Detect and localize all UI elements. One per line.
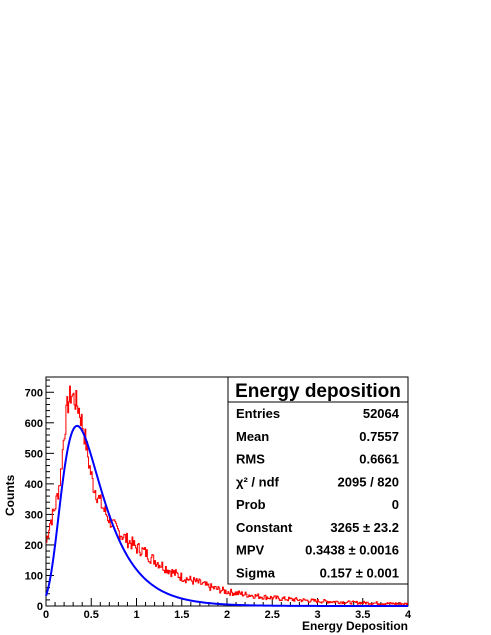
x-tick-label: 4	[405, 609, 412, 621]
stats-row-label: MPV	[236, 543, 265, 558]
histogram-series	[46, 385, 408, 606]
x-tick-label: 1.5	[174, 609, 189, 621]
y-tick-label: 100	[25, 570, 43, 582]
stats-row-label: Prob	[236, 497, 266, 512]
y-tick-label: 400	[25, 479, 43, 491]
x-tick-label: 2	[224, 609, 230, 621]
y-tick-labels: 0 100 200 300 400 500 600 700	[25, 387, 43, 613]
landau-fit-curve	[45, 424, 408, 607]
x-tick-label: 0.5	[84, 609, 99, 621]
y-tick-label: 300	[25, 509, 43, 521]
x-tick-label: 2.5	[265, 609, 280, 621]
y-tick-label: 200	[25, 540, 43, 552]
x-axis-title: Energy Deposition	[302, 619, 408, 633]
x-tick-labels: 0 0.5 1 1.5 2 2.5 3 3.5 4	[43, 609, 412, 621]
x-tick-label: 0	[43, 609, 49, 621]
stats-row-value: 0.3438 ± 0.0016	[305, 543, 399, 558]
stats-row-value: 52064	[363, 406, 400, 421]
stats-row-label: χ² / ndf	[236, 474, 280, 489]
stats-row-label: Constant	[236, 520, 293, 535]
y-axis-title: Counts	[3, 474, 17, 516]
stats-row-value: 0	[392, 497, 399, 512]
y-tick-label: 0	[37, 601, 43, 613]
stats-rows: Entries 52064 Mean 0.7557 RMS 0.6661 χ² / ndf 2…	[236, 406, 400, 580]
stats-row-value: 0.6661	[359, 452, 399, 467]
y-tick-label: 500	[25, 448, 43, 460]
stats-row-value: 3265 ± 23.2	[330, 520, 399, 535]
stats-row-label: Mean	[236, 429, 269, 444]
x-tick-label: 3.5	[355, 609, 370, 621]
x-tick-label: 1	[133, 609, 139, 621]
stats-row-value: 2095 / 820	[338, 474, 399, 489]
x-tick-label: 3	[314, 609, 320, 621]
stats-box-frame	[227, 376, 409, 585]
stats-row-value: 0.7557	[359, 429, 399, 444]
stats-row-label: RMS	[236, 452, 265, 467]
stats-row-label: Entries	[236, 406, 280, 421]
stats-row-label: Sigma	[236, 565, 276, 580]
stats-row-value: 0.157 ± 0.001	[320, 565, 399, 580]
stats-box: Energy deposition Entries 52064 Mean 0.7557…	[227, 376, 409, 585]
y-tick-label: 700	[25, 387, 43, 399]
stats-title: Energy deposition	[235, 381, 401, 402]
y-tick-label: 600	[25, 418, 43, 430]
